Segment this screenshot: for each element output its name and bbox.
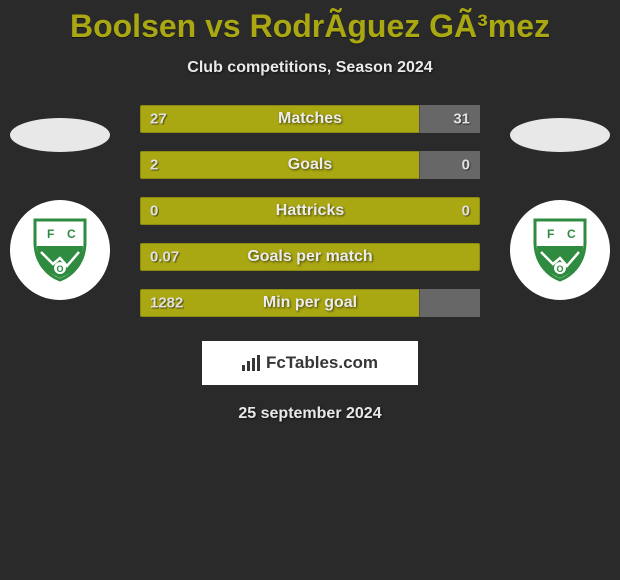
shield-icon: F C O — [31, 218, 89, 282]
page-title: Boolsen vs RodrÃ­guez GÃ³mez — [0, 8, 620, 45]
bar-left-value: 0.07 — [150, 249, 179, 266]
bar-left-value: 27 — [150, 111, 167, 128]
bar-fill-right — [419, 105, 480, 133]
bar-label: Goals — [288, 156, 332, 174]
brand-text: FcTables.com — [266, 353, 378, 373]
stat-bar: 0.07 Goals per match — [140, 243, 480, 271]
svg-text:C: C — [67, 227, 76, 241]
svg-text:O: O — [557, 264, 564, 274]
brand-box[interactable]: FcTables.com — [202, 341, 418, 385]
bar-label: Hattricks — [276, 202, 344, 220]
bar-fill-right — [419, 289, 480, 317]
stat-bar: 2 0 Goals — [140, 151, 480, 179]
svg-text:C: C — [567, 227, 576, 241]
player-left-column: F C O — [10, 118, 110, 300]
bar-right-value: 0 — [462, 203, 470, 220]
avatar-placeholder-left — [10, 118, 110, 152]
club-badge-left: F C O — [10, 200, 110, 300]
svg-text:O: O — [57, 264, 64, 274]
stat-bar: 0 0 Hattricks — [140, 197, 480, 225]
bar-left-value: 0 — [150, 203, 158, 220]
stats-bars: 27 31 Matches 2 0 Goals 0 0 Hattricks 0.07 Goals p… — [140, 105, 480, 317]
subtitle: Club competitions, Season 2024 — [0, 59, 620, 77]
avatar-placeholder-right — [510, 118, 610, 152]
bar-left-value: 2 — [150, 157, 158, 174]
shield-icon: F C O — [531, 218, 589, 282]
bar-label: Min per goal — [263, 294, 357, 312]
svg-text:F: F — [547, 227, 554, 241]
svg-text:F: F — [47, 227, 54, 241]
bar-left-value: 1282 — [150, 295, 183, 312]
bar-right-value: 0 — [462, 157, 470, 174]
date-text: 25 september 2024 — [0, 405, 620, 423]
stat-bar: 27 31 Matches — [140, 105, 480, 133]
club-badge-right: F C O — [510, 200, 610, 300]
stat-bar: 1282 Min per goal — [140, 289, 480, 317]
bar-right-value: 31 — [453, 111, 470, 128]
bar-label: Goals per match — [247, 248, 372, 266]
player-right-column: F C O — [510, 118, 610, 300]
bar-fill-right — [419, 151, 480, 179]
bar-label: Matches — [278, 110, 342, 128]
bar-chart-icon — [242, 355, 262, 371]
